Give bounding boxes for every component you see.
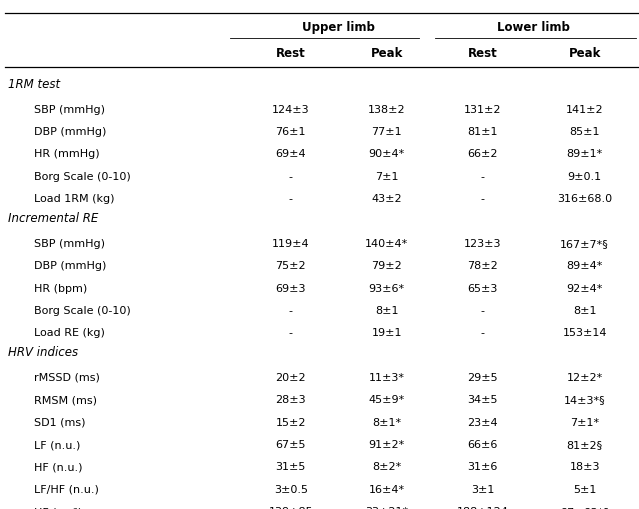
Text: Rest: Rest [468, 47, 497, 60]
Text: -: - [481, 194, 484, 204]
Text: 7±1: 7±1 [375, 172, 398, 182]
Text: LF/HF (n.u.): LF/HF (n.u.) [34, 485, 99, 495]
Text: 5±1: 5±1 [573, 485, 596, 495]
Text: -: - [289, 328, 293, 338]
Text: SBP (mmHg): SBP (mmHg) [34, 239, 105, 249]
Text: 93±6*: 93±6* [369, 284, 404, 294]
Text: Rest: Rest [276, 47, 305, 60]
Text: Peak: Peak [569, 47, 601, 60]
Text: 66±6: 66±6 [467, 440, 498, 450]
Text: 69±4: 69±4 [275, 150, 306, 159]
Text: 79±2: 79±2 [371, 261, 402, 271]
Text: Lower limb: Lower limb [497, 21, 570, 34]
Text: Borg Scale (0-10): Borg Scale (0-10) [34, 306, 130, 316]
Text: 124±3: 124±3 [272, 105, 309, 115]
Text: 29±5: 29±5 [467, 373, 498, 383]
Text: 141±2: 141±2 [566, 105, 603, 115]
Text: 8±1*: 8±1* [372, 417, 401, 428]
Text: 316±68.0: 316±68.0 [557, 194, 612, 204]
Text: SD1 (ms): SD1 (ms) [34, 417, 86, 428]
Text: 12±2*: 12±2* [567, 373, 603, 383]
Text: 69±3: 69±3 [275, 284, 306, 294]
Text: SBP (mmHg): SBP (mmHg) [34, 105, 105, 115]
Text: HF (n.u.): HF (n.u.) [34, 462, 82, 472]
Text: HRV indices: HRV indices [8, 346, 78, 359]
Text: 131±2: 131±2 [464, 105, 501, 115]
Text: 188±124: 188±124 [456, 507, 509, 509]
Text: 139±85: 139±85 [268, 507, 313, 509]
Text: 66±2: 66±2 [467, 150, 498, 159]
Text: 167±7*§: 167±7*§ [560, 239, 609, 249]
Text: 92±4*: 92±4* [567, 284, 603, 294]
Text: RMSM (ms): RMSM (ms) [34, 395, 97, 405]
Text: 91±2*: 91±2* [369, 440, 404, 450]
Text: 153±14: 153±14 [562, 328, 607, 338]
Text: 123±3: 123±3 [464, 239, 501, 249]
Text: 9±0.1: 9±0.1 [567, 172, 602, 182]
Text: Upper limb: Upper limb [302, 21, 375, 34]
Text: Incremental RE: Incremental RE [8, 212, 98, 225]
Text: HF (ms²): HF (ms²) [34, 507, 82, 509]
Text: 28±3: 28±3 [275, 395, 306, 405]
Text: 7±1*: 7±1* [570, 417, 599, 428]
Text: 89±4*: 89±4* [567, 261, 603, 271]
Text: 45±9*: 45±9* [369, 395, 404, 405]
Text: 15±2: 15±2 [275, 417, 306, 428]
Text: -: - [481, 328, 484, 338]
Text: 8±1: 8±1 [375, 306, 398, 316]
Text: 140±4*: 140±4* [365, 239, 408, 249]
Text: LF (n.u.): LF (n.u.) [34, 440, 81, 450]
Text: 65±3: 65±3 [467, 284, 498, 294]
Text: 31±5: 31±5 [275, 462, 306, 472]
Text: -: - [289, 194, 293, 204]
Text: 90±4*: 90±4* [369, 150, 404, 159]
Text: 14±3*§: 14±3*§ [564, 395, 606, 405]
Text: 81±2§: 81±2§ [567, 440, 603, 450]
Text: 23±4: 23±4 [467, 417, 498, 428]
Text: -: - [289, 306, 293, 316]
Text: 97±63*§: 97±63*§ [560, 507, 609, 509]
Text: 33±21*: 33±21* [365, 507, 408, 509]
Text: 1RM test: 1RM test [8, 78, 60, 91]
Text: 3±0.5: 3±0.5 [273, 485, 308, 495]
Text: 20±2: 20±2 [275, 373, 306, 383]
Text: 77±1: 77±1 [371, 127, 402, 137]
Text: 8±2*: 8±2* [372, 462, 401, 472]
Text: DBP (mmHg): DBP (mmHg) [34, 127, 106, 137]
Text: 78±2: 78±2 [467, 261, 498, 271]
Text: 3±1: 3±1 [471, 485, 494, 495]
Text: 11±3*: 11±3* [369, 373, 404, 383]
Text: HR (bpm): HR (bpm) [34, 284, 87, 294]
Text: 34±5: 34±5 [467, 395, 498, 405]
Text: HR (mmHg): HR (mmHg) [34, 150, 100, 159]
Text: -: - [289, 172, 293, 182]
Text: 119±4: 119±4 [272, 239, 309, 249]
Text: -: - [481, 306, 484, 316]
Text: 75±2: 75±2 [275, 261, 306, 271]
Text: 19±1: 19±1 [371, 328, 402, 338]
Text: 67±5: 67±5 [275, 440, 306, 450]
Text: DBP (mmHg): DBP (mmHg) [34, 261, 106, 271]
Text: Load 1RM (kg): Load 1RM (kg) [34, 194, 114, 204]
Text: 76±1: 76±1 [275, 127, 306, 137]
Text: Borg Scale (0-10): Borg Scale (0-10) [34, 172, 130, 182]
Text: 16±4*: 16±4* [369, 485, 404, 495]
Text: 85±1: 85±1 [569, 127, 600, 137]
Text: 138±2: 138±2 [368, 105, 405, 115]
Text: 31±6: 31±6 [467, 462, 498, 472]
Text: -: - [481, 172, 484, 182]
Text: rMSSD (ms): rMSSD (ms) [34, 373, 100, 383]
Text: 18±3: 18±3 [569, 462, 600, 472]
Text: 89±1*: 89±1* [567, 150, 603, 159]
Text: Peak: Peak [371, 47, 403, 60]
Text: Load RE (kg): Load RE (kg) [34, 328, 105, 338]
Text: 81±1: 81±1 [467, 127, 498, 137]
Text: 43±2: 43±2 [371, 194, 402, 204]
Text: 8±1: 8±1 [573, 306, 596, 316]
